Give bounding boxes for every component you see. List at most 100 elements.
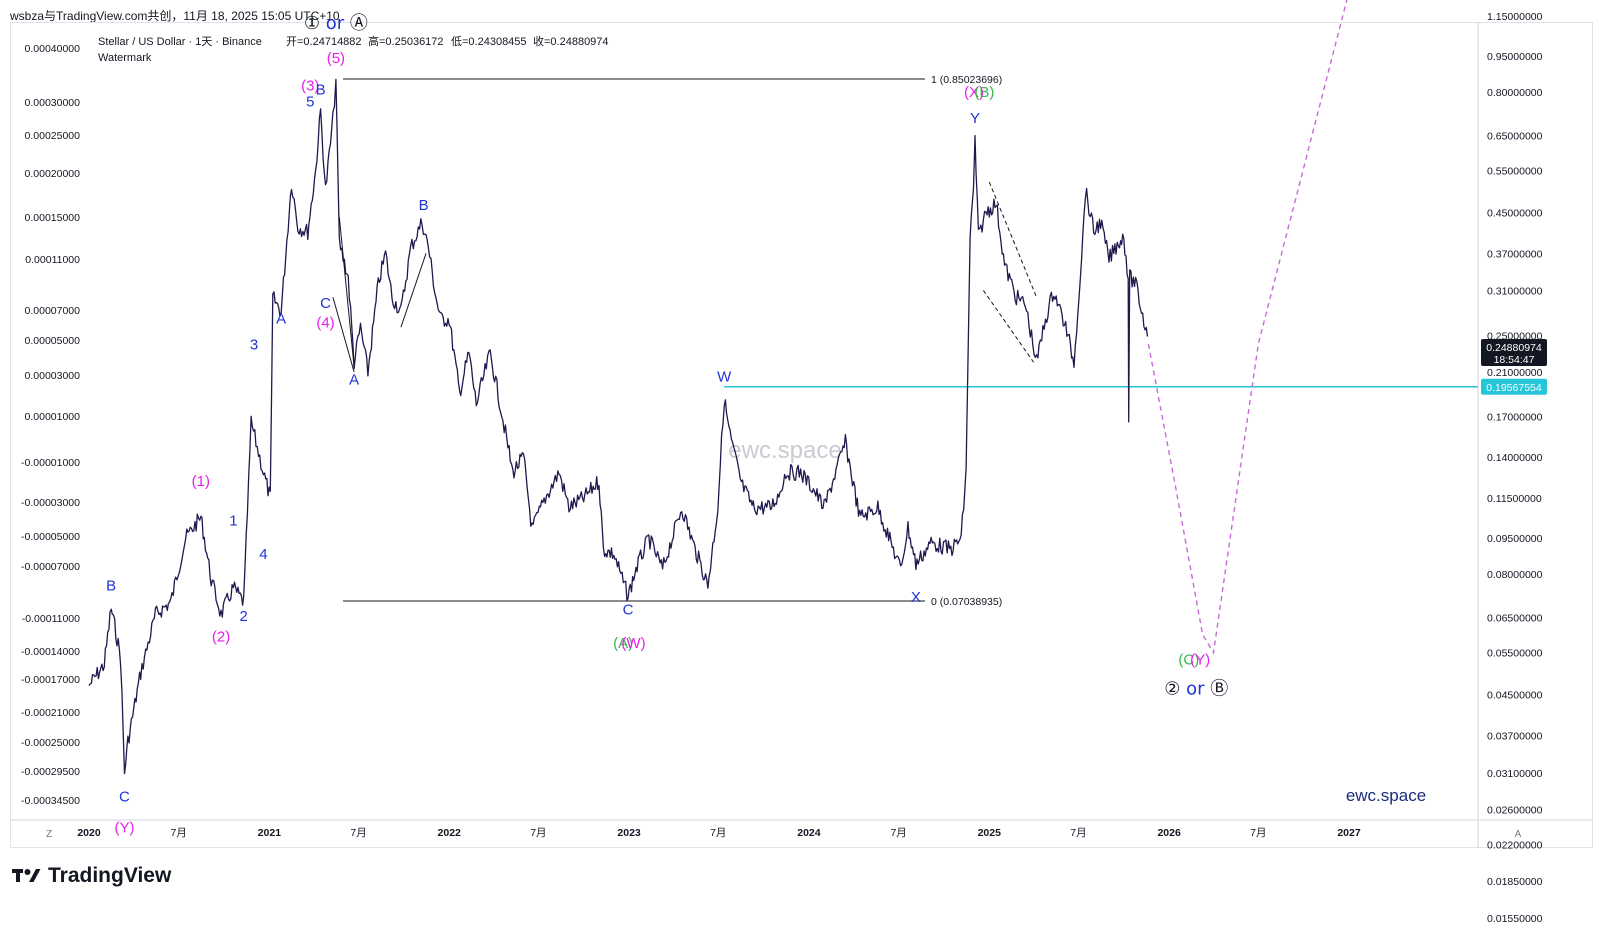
left-axis-tick: -0.00034500 [21,795,80,807]
legend-ohlc: 开=0.24714882 [286,36,362,48]
right-axis-tick: 0.08000000 [1487,569,1543,581]
legend-ohlc: 高=0.25036172 [368,34,444,48]
right-axis-tick: 0.06500000 [1487,613,1543,625]
right-axis-tick: 0.03100000 [1487,768,1543,780]
wave-label: C [320,295,331,312]
left-axis-tick: -0.00029500 [21,766,80,778]
x-axis-tick: 7月 [1070,827,1086,839]
wave-label: B [106,578,116,595]
tradingview-logo [12,867,42,885]
wave-label: A [276,310,286,327]
trendline [332,297,355,373]
left-axis-tick: -0.00025000 [21,737,80,749]
right-axis-tick: 0.37000000 [1487,248,1543,260]
left-axis-tick: 0.00025000 [25,130,81,142]
right-axis-tick: 0.05500000 [1487,648,1543,660]
wave-label: C [623,601,634,618]
wave-label: X [911,589,921,606]
legend-watermark: Watermark [98,52,152,64]
wave-label: B [419,197,429,214]
right-axis-tick: 0.95000000 [1487,51,1543,63]
last-price-badge [1481,339,1547,366]
corner-right-label: A [1515,829,1522,840]
left-axis-tick: -0.00005000 [21,531,80,543]
wave-label: 2 [240,608,248,625]
x-axis-tick: 2027 [1337,827,1361,839]
left-axis-tick: 0.00001000 [25,411,81,423]
wave-label: (W) [621,635,645,652]
x-axis-tick: 7月 [530,827,546,839]
legend-ohlc: 低=0.24308455 [451,35,527,48]
brand-name: TradingView [48,864,172,887]
left-axis-tick: 0.00007000 [25,305,81,317]
left-axis-tick: -0.00021000 [21,707,80,719]
right-axis-tick: 0.55000000 [1487,165,1543,177]
right-axis-tick: 0.21000000 [1487,367,1543,379]
x-axis-tick: 7月 [350,827,366,839]
left-axis-tick: -0.00003000 [21,497,80,509]
left-axis-tick: 0.00020000 [25,168,81,180]
right-axis-tick: 0.02200000 [1487,840,1543,852]
x-axis-tick: 7月 [171,827,187,839]
left-axis-tick: 0.00015000 [25,212,81,224]
wave-label-circled: ① or Ⓐ [304,13,368,34]
wave-label: A [349,371,359,388]
price-series-line [88,78,1149,775]
chart-frame [10,22,1593,848]
x-axis-tick: 7月 [890,827,906,839]
wave-label: W [717,369,732,386]
wave-label: (4) [316,314,334,331]
right-axis-tick: 0.31000000 [1487,285,1543,297]
wave-label: (2) [212,629,230,646]
level-price-badge [1481,378,1547,395]
trendline-dashed [988,181,1038,298]
right-axis-tick: 0.45000000 [1487,207,1543,219]
x-axis-tick: 2024 [797,827,821,839]
wave-label: (B) [974,84,994,101]
right-axis-tick: 0.03700000 [1487,731,1543,743]
wave-label: C [119,789,130,806]
wave-label-part: or [320,13,350,34]
tradingview-brand[interactable]: TradingView [12,864,171,888]
wave-label-part: Ⓐ [350,13,368,34]
wave-label: Y [970,110,980,127]
right-axis-tick: 0.65000000 [1487,130,1543,142]
left-axis-tick: -0.00001000 [21,457,80,469]
wave-label: 5 [306,94,314,111]
right-axis-tick: 0.09500000 [1487,533,1543,545]
trendline [338,216,355,368]
wave-label: 3 [250,336,258,353]
left-axis-tick: -0.00017000 [21,674,80,686]
left-axis-tick: -0.00007000 [21,561,80,573]
wave-label: (3) [301,77,319,94]
left-axis-tick: 0.00040000 [25,43,81,55]
trendline [400,253,427,328]
x-axis-tick: 7月 [1250,827,1266,839]
right-axis-tick: 0.01550000 [1487,913,1543,925]
legend-symbol: Stellar / US Dollar · 1天 · Binance [98,36,262,48]
wave-label: (X) [964,84,984,101]
wave-label: (C) [1178,651,1199,668]
signature-text: ewc.space [1346,786,1426,805]
right-axis-tick: 0.80000000 [1487,87,1543,99]
wave-label-part: ① [304,13,320,34]
left-axis-tick: 0.00011000 [25,254,80,266]
right-axis-tick: 0.14000000 [1487,452,1543,464]
wave-label-part: ② [1164,679,1180,700]
wave-label: (1) [192,473,210,490]
wave-label: (5) [327,50,345,67]
corner-left-label: Z [46,829,52,840]
chart-caption: wsbza与TradingView.com共创，11月 18, 2025 15:… [10,9,340,23]
x-axis-tick: 7月 [710,827,726,839]
right-axis-tick: 0.17000000 [1487,411,1543,423]
right-axis-tick: 0.02600000 [1487,805,1543,817]
wave-label-part: or [1180,679,1210,700]
fib-level-label: 0 (0.07038935) [931,596,1002,608]
x-axis-tick: 2021 [258,827,282,839]
fib-level-label: 1 (0.85023696) [931,74,1002,86]
right-axis-tick: 1.15000000 [1487,11,1543,23]
x-axis-tick: 2023 [617,827,641,839]
wave-label-circled: ② or Ⓑ [1164,679,1228,700]
legend-ohlc: 收=0.24880974 [533,34,609,48]
